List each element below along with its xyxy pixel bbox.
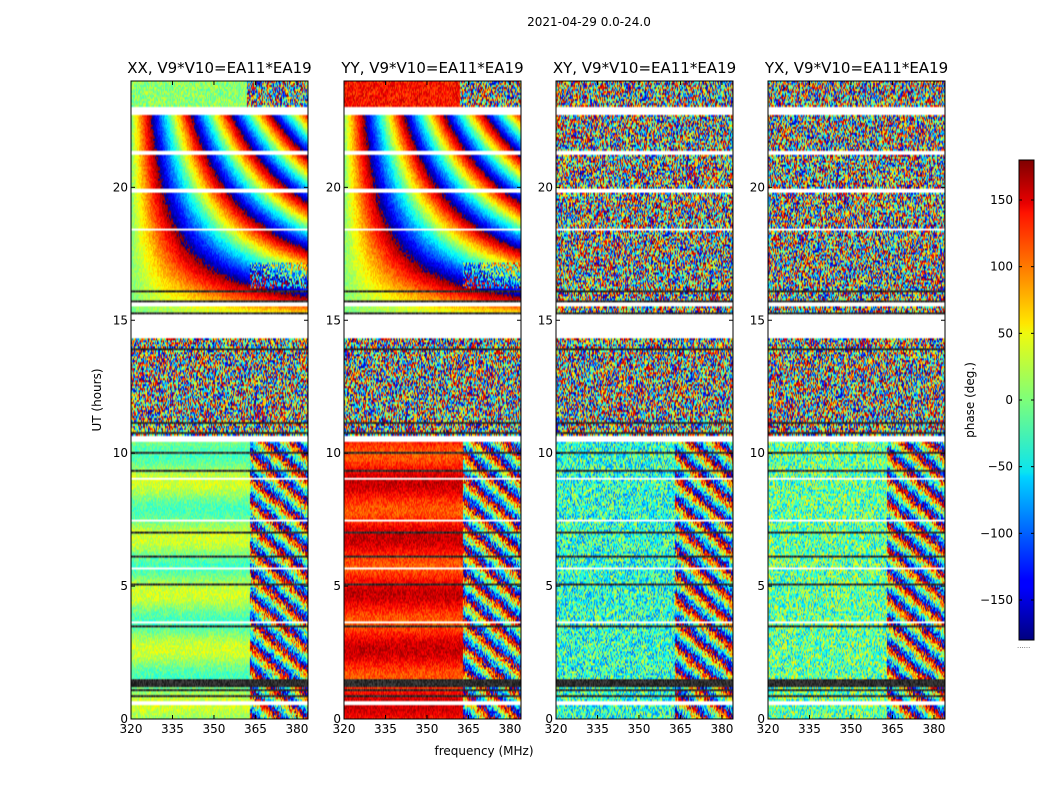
y-tick-label: 10 bbox=[113, 446, 128, 460]
colorbar-tick-label: 150 bbox=[990, 193, 1013, 207]
y-tick-label: 0 bbox=[545, 712, 553, 726]
x-tick-label: 380 bbox=[498, 722, 521, 736]
colorbar-tick-label: −50 bbox=[988, 460, 1013, 474]
panel-yx: YX, V9*V10=EA11*EA19 320 335 350 365 380 0 5 10 1… bbox=[750, 59, 948, 736]
panel-title: YX, V9*V10=EA11*EA19 bbox=[764, 59, 948, 77]
x-tick-label: 365 bbox=[244, 722, 267, 736]
y-tick-label: 20 bbox=[750, 180, 765, 194]
panel-title: XY, V9*V10=EA11*EA19 bbox=[553, 59, 736, 77]
colorbar-tick-label: −100 bbox=[980, 526, 1013, 540]
x-tick-label: 335 bbox=[586, 722, 609, 736]
panel-title: XX, V9*V10=EA11*EA19 bbox=[127, 59, 311, 77]
phase-image-xx bbox=[131, 81, 308, 719]
y-tick-label: 15 bbox=[113, 313, 128, 327]
panel-frame bbox=[343, 80, 522, 720]
y-tick-label: 0 bbox=[757, 712, 765, 726]
x-tick-label: 350 bbox=[840, 722, 863, 736]
colorbar: 150 100 50 0 −50 −100 −150 phase (deg.) ...... bbox=[963, 159, 1035, 650]
y-tick-label: 15 bbox=[538, 313, 553, 327]
panel-yy: YY, V9*V10=EA11*EA19 320 335 350 365 380 0 5 10 1… bbox=[326, 59, 524, 736]
x-tick-label: 350 bbox=[203, 722, 226, 736]
x-tick-label: 320 bbox=[757, 722, 780, 736]
colorbar-tick-label: 100 bbox=[990, 260, 1013, 274]
panel-title: YY, V9*V10=EA11*EA19 bbox=[340, 59, 523, 77]
y-tick-label: 20 bbox=[113, 180, 128, 194]
panels: XX, V9*V10=EA11*EA19 320 335 350 365 380 0 5 10 1… bbox=[113, 59, 948, 736]
y-tick-label: 5 bbox=[545, 579, 553, 593]
x-tick-label: 320 bbox=[545, 722, 568, 736]
y-tick-label: 15 bbox=[326, 313, 341, 327]
y-tick-label: 20 bbox=[538, 180, 553, 194]
x-tick-label: 365 bbox=[881, 722, 904, 736]
colorbar-annotation: ...... bbox=[1017, 642, 1030, 650]
x-tick-label: 365 bbox=[669, 722, 692, 736]
y-axis-label: UT (hours) bbox=[90, 368, 104, 431]
colorbar-tick-label: 50 bbox=[998, 326, 1013, 340]
y-tick-label: 10 bbox=[538, 446, 553, 460]
x-axis-label: frequency (MHz) bbox=[434, 744, 533, 758]
x-tick-label: 335 bbox=[798, 722, 821, 736]
panel-frame bbox=[130, 80, 309, 720]
colorbar-gradient bbox=[1019, 160, 1034, 640]
x-tick-label: 380 bbox=[710, 722, 733, 736]
x-tick-label: 380 bbox=[922, 722, 945, 736]
panel-xx: XX, V9*V10=EA11*EA19 320 335 350 365 380 0 5 10 1… bbox=[113, 59, 312, 736]
panel-frame bbox=[767, 80, 946, 720]
colorbar-ticks: 150 100 50 0 −50 −100 −150 bbox=[980, 193, 1034, 607]
colorbar-label: phase (deg.) bbox=[963, 362, 977, 438]
y-tick-label: 0 bbox=[333, 712, 341, 726]
colorbar-tick-label: 0 bbox=[1005, 393, 1013, 407]
y-tick-label: 10 bbox=[326, 446, 341, 460]
y-tick-label: 20 bbox=[326, 180, 341, 194]
x-tick-label: 365 bbox=[457, 722, 480, 736]
x-tick-label: 335 bbox=[161, 722, 184, 736]
y-tick-label: 5 bbox=[333, 579, 341, 593]
y-tick-label: 0 bbox=[120, 712, 128, 726]
x-tick-label: 320 bbox=[120, 722, 143, 736]
panel-frame bbox=[555, 80, 734, 720]
y-tick-label: 15 bbox=[750, 313, 765, 327]
y-tick-label: 5 bbox=[120, 579, 128, 593]
x-tick-label: 350 bbox=[628, 722, 651, 736]
phase-image-xy bbox=[556, 81, 733, 719]
figure-suptitle: 2021-04-29 0.0-24.0 bbox=[527, 15, 651, 29]
x-tick-label: 320 bbox=[333, 722, 356, 736]
x-tick-label: 335 bbox=[374, 722, 397, 736]
phase-image-yx bbox=[768, 81, 945, 719]
x-tick-label: 380 bbox=[285, 722, 308, 736]
phase-image-yy bbox=[344, 81, 521, 719]
panel-xy: XY, V9*V10=EA11*EA19 320 335 350 365 380 0 5 10 1… bbox=[538, 59, 736, 736]
colorbar-tick-label: −150 bbox=[980, 593, 1013, 607]
x-tick-label: 350 bbox=[416, 722, 439, 736]
y-tick-label: 10 bbox=[750, 446, 765, 460]
y-tick-label: 5 bbox=[757, 579, 765, 593]
